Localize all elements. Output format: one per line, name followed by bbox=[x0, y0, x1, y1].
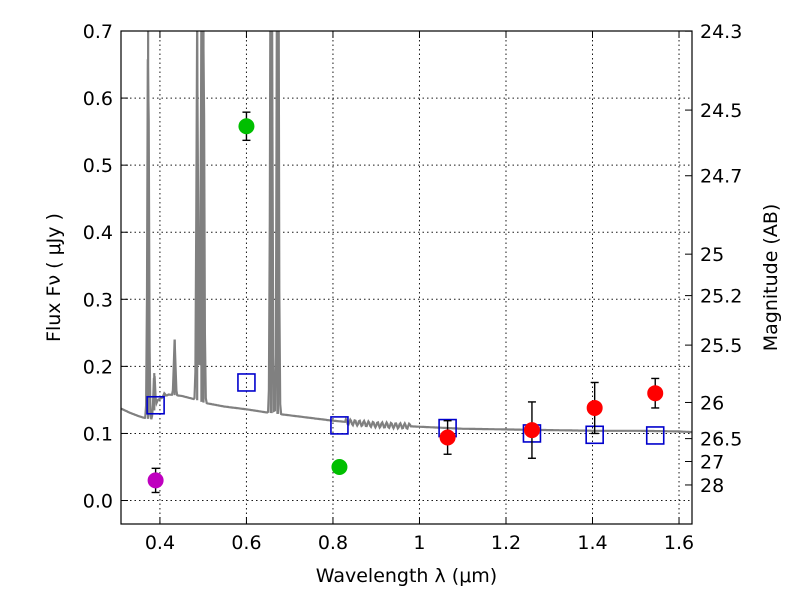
y-tick-label: 0.1 bbox=[83, 423, 113, 445]
photometry-point bbox=[586, 399, 603, 416]
model-square-marker bbox=[645, 426, 665, 445]
y-tick-label: 0.4 bbox=[83, 222, 113, 244]
x-tick-label: 0.6 bbox=[231, 532, 261, 554]
photometry-point bbox=[147, 472, 164, 489]
grid-layer bbox=[121, 30, 692, 524]
x-tick-label: 0.8 bbox=[318, 532, 348, 554]
right-axis-label: Magnitude (AB) bbox=[760, 204, 782, 352]
x-axis-label: Wavelength λ (μm) bbox=[316, 565, 497, 587]
right-tick-label: 27 bbox=[700, 451, 724, 473]
x-tick-label: 0.4 bbox=[145, 532, 175, 554]
plot-frame bbox=[120, 30, 693, 525]
spectrum-line bbox=[121, 31, 692, 434]
right-tick-label: 26.5 bbox=[700, 429, 742, 451]
photometry-point bbox=[647, 385, 664, 402]
ticks-layer: 0.4 0.6 0.8 1 1.2 1.4 1.6 0.0 0.1 0.2 0.3 0.4 0.5 0.6… bbox=[83, 21, 743, 554]
y-tick-label: 0.6 bbox=[83, 88, 113, 110]
x-tick-label: 1.2 bbox=[491, 532, 521, 554]
right-tick-label: 28 bbox=[700, 475, 724, 497]
x-tick-label: 1.4 bbox=[577, 532, 607, 554]
y-tick-label: 0.0 bbox=[83, 491, 113, 513]
model-square-marker bbox=[330, 416, 349, 435]
model-square-marker bbox=[237, 373, 256, 392]
y-axis-label: Flux Fν ( μJy ) bbox=[43, 213, 65, 342]
right-tick-label: 25.5 bbox=[700, 335, 742, 357]
x-tick-label: 1 bbox=[413, 532, 425, 554]
right-tick-label: 26 bbox=[700, 392, 724, 414]
y-tick-label: 0.2 bbox=[83, 356, 113, 378]
photometry-point bbox=[439, 429, 456, 446]
points-layer bbox=[146, 111, 665, 494]
y-tick-label: 0.3 bbox=[83, 289, 113, 311]
photometry-point bbox=[523, 422, 540, 439]
y-tick-label: 0.5 bbox=[83, 155, 113, 177]
right-tick-label: 24.5 bbox=[700, 100, 742, 122]
right-tick-label: 25 bbox=[700, 244, 724, 266]
photometry-point bbox=[238, 118, 255, 135]
model-square-marker bbox=[146, 395, 165, 415]
right-tick-label: 25.2 bbox=[700, 286, 742, 308]
spectrum-layer bbox=[121, 31, 692, 434]
x-tick-label: 1.6 bbox=[664, 532, 694, 554]
right-tick-label: 24.7 bbox=[700, 166, 742, 188]
y-tick-label: 0.7 bbox=[83, 21, 113, 43]
right-tick-label: 24.3 bbox=[700, 21, 742, 43]
photometry-point bbox=[331, 458, 348, 475]
